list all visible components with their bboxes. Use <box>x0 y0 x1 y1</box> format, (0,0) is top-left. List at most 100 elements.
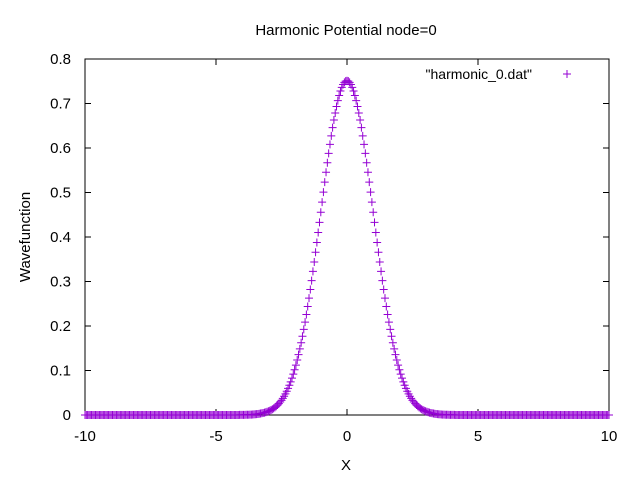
data-point <box>298 332 307 341</box>
data-point <box>391 350 400 359</box>
data-point <box>329 116 338 125</box>
data-point <box>294 350 303 359</box>
data-point <box>290 365 299 374</box>
data-point <box>375 257 384 266</box>
data-point <box>301 318 310 327</box>
data-point <box>286 377 295 386</box>
data-point <box>303 302 312 311</box>
data-point <box>318 198 327 207</box>
y-tick-label: 0.1 <box>50 363 71 380</box>
data-point <box>287 374 296 383</box>
data-point <box>374 248 383 257</box>
y-tick-label: 0.3 <box>50 274 71 291</box>
data-point <box>349 87 358 96</box>
y-axis-label: Wavefunction <box>17 192 34 282</box>
data-point <box>335 91 344 100</box>
data-point <box>331 108 340 117</box>
data-point <box>285 381 294 390</box>
data-point <box>365 178 374 187</box>
data-point <box>328 123 337 132</box>
data-point <box>333 96 342 105</box>
chart-title: Harmonic Potential node=0 <box>255 22 436 39</box>
data-point <box>332 102 341 111</box>
data-point <box>396 370 405 379</box>
data-point <box>370 218 379 227</box>
data-point <box>366 188 375 197</box>
x-tick-label: 10 <box>601 428 618 445</box>
data-point <box>319 188 328 197</box>
data-point <box>311 248 320 257</box>
data-point <box>322 168 331 177</box>
data-point <box>388 338 397 347</box>
data-point <box>345 78 354 87</box>
data-point <box>293 356 302 365</box>
data-point <box>387 332 396 341</box>
legend: "harmonic_0.dat" <box>426 66 571 82</box>
data-point <box>307 276 316 285</box>
data-point <box>399 377 408 386</box>
data-point <box>394 361 403 370</box>
data-point <box>295 344 304 353</box>
data-point <box>320 178 329 187</box>
data-point <box>310 257 319 266</box>
data-point <box>384 318 393 327</box>
axis-ticks: -10 -5 0 5 10 0 0.1 0.2 0.3 0.4 0.5 0.6 0.7 0.8 <box>50 51 617 445</box>
data-point <box>297 338 306 347</box>
data-point <box>314 228 323 237</box>
data-point <box>380 294 389 303</box>
legend-marker <box>563 70 571 78</box>
data-point <box>357 123 366 132</box>
x-tick-label: 5 <box>474 428 482 445</box>
data-point <box>277 396 286 405</box>
data-point <box>325 140 334 149</box>
data-point <box>379 285 388 294</box>
data-point <box>352 96 361 105</box>
plot-frame <box>84 58 610 416</box>
data-point <box>390 344 399 353</box>
data-point <box>353 102 362 111</box>
data-point <box>383 310 392 319</box>
data-point <box>315 218 324 227</box>
data-point <box>356 116 365 125</box>
y-tick-label: 0.6 <box>50 140 71 157</box>
x-axis-label: X <box>341 457 351 474</box>
x-tick-label: -5 <box>209 428 222 445</box>
data-point <box>363 168 372 177</box>
data-point <box>382 302 391 311</box>
data-point <box>354 108 363 117</box>
data-point <box>302 310 311 319</box>
y-tick-label: 0.7 <box>50 96 71 113</box>
y-tick-label: 0.5 <box>50 185 71 202</box>
data-point <box>327 131 336 140</box>
y-tick-label: 0.8 <box>50 51 71 68</box>
data-point <box>291 361 300 370</box>
data-point <box>392 356 401 365</box>
data-point <box>377 267 386 276</box>
y-tick-label: 0.2 <box>50 318 71 335</box>
data-point <box>362 158 371 167</box>
data-point <box>348 83 357 92</box>
data-point <box>367 198 376 207</box>
data-point <box>305 294 314 303</box>
data-point <box>316 208 325 217</box>
data-point <box>312 238 321 247</box>
data-point <box>289 370 298 379</box>
data-point <box>299 325 308 334</box>
data-point <box>324 149 333 158</box>
data-point <box>306 285 315 294</box>
data-point <box>360 140 369 149</box>
data-point <box>371 228 380 237</box>
data-point <box>373 238 382 247</box>
data-point <box>605 411 613 419</box>
data-point <box>369 208 378 217</box>
data-point <box>386 325 395 334</box>
data-point <box>323 158 332 167</box>
data-point <box>361 149 370 158</box>
legend-label: "harmonic_0.dat" <box>426 66 532 82</box>
data-point <box>278 394 287 403</box>
data-points <box>81 76 613 419</box>
x-tick-label: -10 <box>74 428 96 445</box>
data-point <box>378 276 387 285</box>
data-point <box>358 131 367 140</box>
